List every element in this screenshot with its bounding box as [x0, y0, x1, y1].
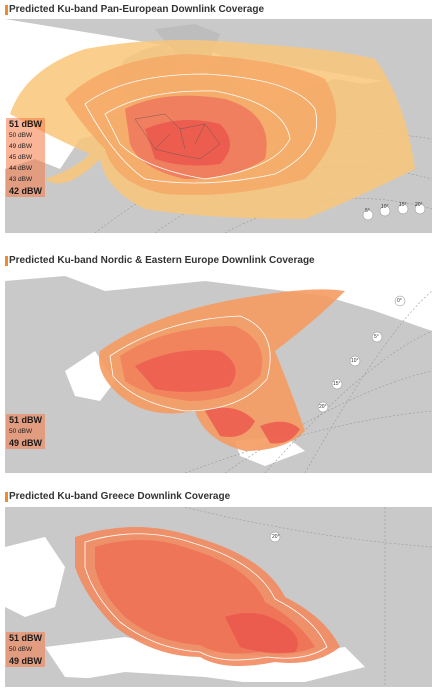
legend-greece: 51 dBW 50 dBW 49 dBW [6, 632, 46, 667]
legend-item-50: 50 dBW [9, 428, 33, 435]
sea-atlantic [5, 537, 65, 617]
elevation-label-5: 5° [374, 334, 379, 340]
coverage-51-dbw [135, 350, 236, 392]
legend-item-50: 50 dBW [9, 132, 33, 139]
legend-item-49: 49 dBW [9, 438, 43, 448]
coverage-51-dbw-south [205, 407, 255, 437]
elevation-markers [269, 531, 281, 543]
coverage-51-dbw [145, 120, 230, 166]
panel-title-text: Predicted Ku-band Nordic & Eastern Europ… [9, 255, 315, 266]
coverage-contours [84, 73, 317, 184]
panel-title-text: Predicted Ku-band Pan-European Downlink … [9, 4, 265, 15]
elevation-label-20: 20° [319, 404, 327, 410]
legend-item-42: 42 dBW [9, 186, 43, 196]
elevation-label-0: 0° [397, 298, 402, 304]
legend-item-49: 49 dBW [9, 656, 43, 666]
elevation-label-20: 20° [415, 202, 423, 208]
title-accent-bar [5, 256, 8, 266]
legend-item-51: 51 dBW [9, 633, 43, 643]
legend-item-51: 51 dBW [9, 119, 43, 129]
coverage-contours [84, 533, 328, 661]
elevation-label-20: 20° [272, 534, 280, 540]
panel-title-pan-european: Predicted Ku-band Pan-European Downlink … [5, 3, 264, 17]
title-accent-bar [5, 492, 8, 502]
borders [134, 113, 221, 160]
elevation-contours [184, 507, 432, 687]
panel-title-text: Predicted Ku-band Greece Downlink Covera… [9, 491, 231, 502]
legend-item-50: 50 dBW [9, 646, 33, 653]
legend-item-45: 45 dBW [9, 154, 33, 161]
legend-item-49: 49 dBW [9, 143, 33, 150]
coverage-51-dbw [225, 613, 298, 653]
title-accent-bar [5, 5, 8, 15]
sea-north [5, 271, 432, 331]
legend-nordic-eastern: 51 dBW 50 dBW 49 dBW [6, 414, 46, 449]
elevation-markers [317, 295, 406, 413]
elevation-label-15: 15° [399, 202, 407, 208]
elevation-label-5: 5° [365, 208, 370, 214]
panel-title-greece: Predicted Ku-band Greece Downlink Covera… [5, 490, 230, 504]
coverage-51-dbw-east [260, 421, 300, 444]
land-africa [65, 672, 265, 687]
panel-title-nordic-eastern: Predicted Ku-band Nordic & Eastern Europ… [5, 254, 315, 268]
legend-pan-european: 51 dBW 50 dBW 49 dBW 45 dBW 44 dBW 43 dB… [6, 118, 46, 197]
elevation-markers [362, 203, 426, 221]
pan-european-coverage-map [5, 19, 432, 233]
coverage-contours [109, 315, 271, 412]
elevation-label-10: 10° [351, 358, 359, 364]
legend-item-44: 44 dBW [9, 165, 33, 172]
legend-item-43: 43 dBW [9, 176, 33, 183]
elevation-contours [184, 290, 432, 473]
legend-item-51: 51 dBW [9, 415, 43, 425]
greece-coverage-map [5, 507, 432, 687]
elevation-label-10: 10° [381, 204, 389, 210]
nordic-eastern-coverage-map [5, 271, 432, 473]
elevation-label-15: 15° [333, 381, 341, 387]
